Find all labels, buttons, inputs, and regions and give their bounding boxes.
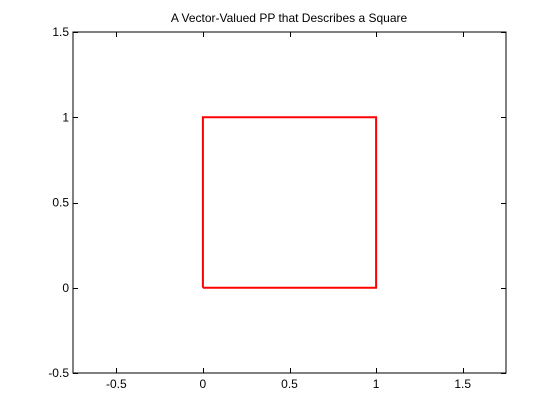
axes-frame [72, 31, 507, 374]
x-tick-label: -0.5 [106, 377, 127, 391]
y-tick-label: 1 [62, 110, 69, 124]
y-tick-label: 0 [62, 281, 69, 295]
series-layer [201, 116, 378, 289]
square-series-line [201, 116, 378, 289]
x-tick-label: 0.5 [281, 377, 298, 391]
ticks-layer: -0.5 0 0.5 1 1.5 -0.5 0 0.5 1 1.5 [48, 25, 506, 391]
y-tick-label: 1.5 [52, 25, 69, 39]
y-tick-label: -0.5 [48, 366, 69, 380]
y-tick-label: 0.5 [52, 196, 69, 210]
x-tick-label: 0 [200, 377, 207, 391]
chart-title: A Vector-Valued PP that Describes a Squa… [171, 11, 408, 25]
x-tick-label: 1.5 [454, 377, 471, 391]
x-tick-label: 1 [373, 377, 380, 391]
